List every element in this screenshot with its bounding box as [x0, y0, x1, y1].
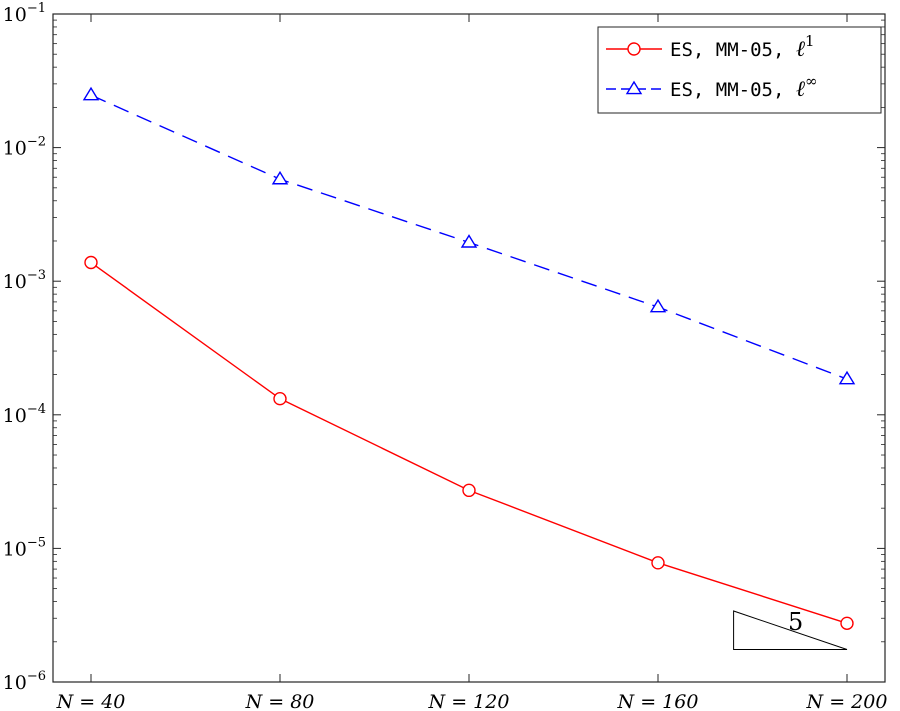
- legend-label-sup: ∞: [805, 72, 818, 90]
- y-tick-exponent: −2: [27, 135, 46, 150]
- plot-background: [53, 14, 885, 682]
- x-tick-label: N = 200: [806, 691, 888, 711]
- slope-label: 5: [788, 608, 803, 636]
- y-tick-base: 10: [3, 538, 27, 560]
- legend-label-text: ES, MM-05,: [670, 39, 796, 61]
- y-tick-labels: 10−610−510−410−310−210−1: [3, 1, 46, 694]
- y-tick-label: 10−5: [3, 535, 46, 560]
- slope-annotation: 5: [733, 608, 848, 651]
- y-tick-base: 10: [3, 672, 27, 694]
- series-markers: [82, 86, 856, 631]
- x-tick-labels: N = 40 N = 80 N = 120 N = 160 N = 200: [56, 691, 888, 711]
- y-tick-exponent: −3: [27, 268, 46, 283]
- axis-ticks: [53, 13, 885, 683]
- slope-triangle: [733, 610, 848, 651]
- data-point-triangle: [460, 234, 478, 248]
- data-point-triangle: [271, 170, 289, 185]
- legend-label-sup: 1: [805, 32, 815, 50]
- data-point-triangle: [838, 370, 856, 385]
- x-tick-label: N = 160: [617, 691, 699, 711]
- y-tick-base: 10: [3, 138, 27, 160]
- y-tick-label: 10−1: [3, 1, 46, 26]
- y-tick-label: 10−3: [3, 268, 46, 293]
- legend-label: ES, MM-05, ℓ1: [670, 32, 815, 62]
- legend-box: [597, 26, 882, 114]
- y-tick-exponent: −1: [27, 1, 46, 16]
- y-tick-label: 10−6: [3, 669, 46, 694]
- y-tick-exponent: −4: [27, 402, 46, 417]
- data-point-circle: [84, 255, 98, 270]
- data-point-circle: [273, 391, 287, 406]
- data-point-circle: [651, 556, 665, 570]
- legend-swatch-triangle: [625, 80, 643, 95]
- y-tick-base: 10: [3, 405, 27, 427]
- data-point-triangle: [82, 86, 100, 101]
- y-tick-label: 10−2: [3, 135, 46, 160]
- y-tick-label: 10−4: [3, 402, 46, 427]
- data-point-triangle: [649, 298, 667, 313]
- legend-label: ES, MM-05, ℓ∞: [670, 72, 818, 102]
- y-tick-base: 10: [3, 271, 27, 293]
- x-tick-label: N = 40: [56, 691, 126, 711]
- x-tick-label: N = 120: [428, 691, 510, 711]
- legend-label-math: ℓ: [796, 37, 806, 62]
- y-tick-exponent: −6: [27, 669, 46, 684]
- legend-label-text: ES, MM-05,: [670, 79, 796, 101]
- y-tick-exponent: −5: [27, 535, 46, 550]
- legend-swatch-circle: [627, 42, 641, 56]
- data-point-circle: [462, 483, 476, 498]
- data-point-circle: [840, 616, 854, 631]
- x-tick-label: N = 80: [245, 691, 315, 711]
- y-tick-base: 10: [3, 4, 27, 26]
- legend-label-math: ℓ: [796, 77, 806, 102]
